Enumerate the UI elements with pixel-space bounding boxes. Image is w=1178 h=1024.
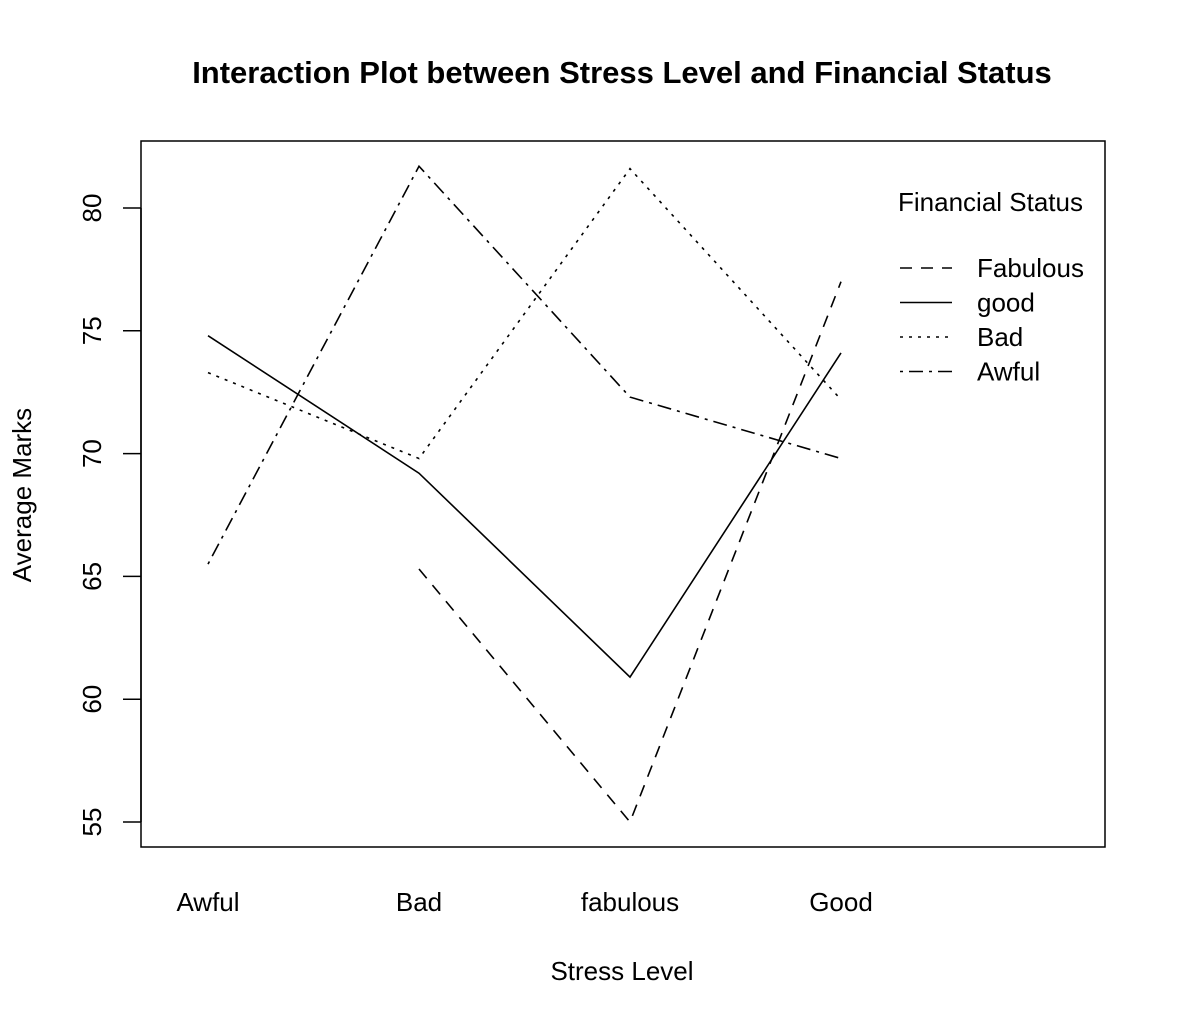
legend-label: Bad: [977, 322, 1023, 352]
series-line-fabulous: [418, 281, 842, 824]
legend: Financial Status Fabulous good Bad Awful: [898, 187, 1084, 387]
x-axis: Awful Bad fabulous Good: [176, 887, 872, 917]
x-axis-label: Stress Level: [550, 956, 693, 986]
legend-label: Fabulous: [977, 253, 1084, 283]
legend-title: Financial Status: [898, 187, 1083, 217]
legend-label: Awful: [977, 357, 1040, 387]
x-tick-label: fabulous: [581, 887, 679, 917]
x-tick-label: Awful: [176, 887, 239, 917]
plot-frame: [140, 140, 1106, 848]
chart-title: Interaction Plot between Stress Level an…: [192, 55, 1052, 90]
y-tick-label: 80: [77, 194, 107, 223]
y-tick-label: 70: [77, 439, 107, 468]
y-tick-label: 55: [77, 808, 107, 837]
series-line-awful: [207, 164, 842, 565]
y-tick-label: 65: [77, 562, 107, 591]
y-axis-label: Average Marks: [7, 408, 37, 582]
y-tick-label: 75: [77, 316, 107, 345]
y-tick-label: 60: [77, 685, 107, 714]
y-axis: 55 60 65 70 75 80: [77, 194, 142, 837]
series-lines: [207, 164, 842, 824]
x-tick-label: Good: [809, 887, 873, 917]
series-line-bad: [207, 167, 842, 460]
series-line-good: [207, 335, 842, 679]
legend-label: good: [977, 288, 1035, 318]
x-tick-label: Bad: [396, 887, 442, 917]
